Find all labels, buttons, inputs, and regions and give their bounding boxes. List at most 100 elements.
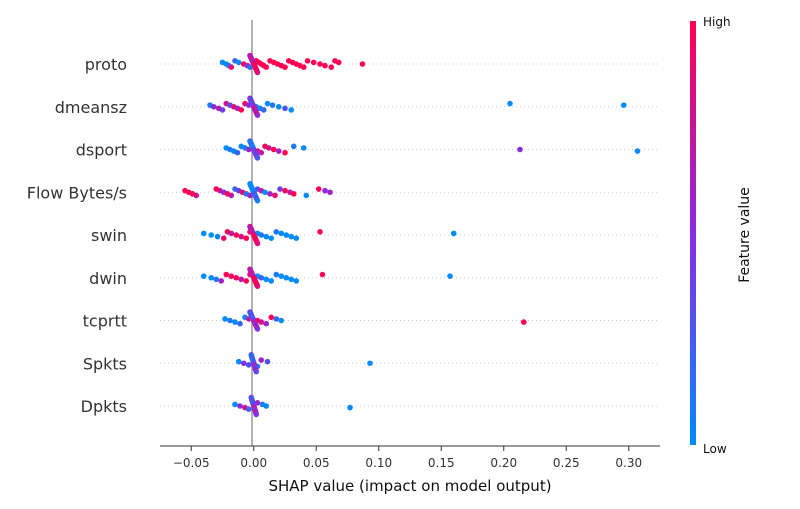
shap-point <box>232 319 238 325</box>
shap-point <box>278 273 285 279</box>
shap-point <box>322 62 328 69</box>
shap-point <box>228 64 235 70</box>
feature-label: Flow Bytes/s <box>27 183 127 202</box>
colorbar <box>690 21 696 445</box>
shap-point <box>240 360 247 367</box>
feature-label: tcprtt <box>83 312 127 331</box>
feature-label: dsport <box>76 141 127 160</box>
shap-point-dense <box>254 155 261 161</box>
shap-point-dense <box>254 240 261 247</box>
shap-point <box>315 186 322 192</box>
shap-point <box>288 107 295 113</box>
colorbar-low-label: Low <box>703 442 727 456</box>
shap-point <box>264 358 271 365</box>
shap-point-dense <box>254 197 261 204</box>
shap-point-dense <box>253 411 260 418</box>
shap-point <box>300 145 307 151</box>
shap-point <box>210 103 217 110</box>
shap-point <box>213 276 220 283</box>
shap-point <box>520 319 527 325</box>
shap-point <box>317 229 323 235</box>
shap-point <box>322 187 328 194</box>
x-tick-label: 0.30 <box>615 456 642 470</box>
shap-point <box>235 358 242 365</box>
shap-point <box>347 404 353 411</box>
shap-point <box>283 232 290 238</box>
shap-point <box>367 360 373 367</box>
shap-point <box>222 316 228 322</box>
x-tick-label: 0.05 <box>303 456 330 470</box>
shap-point <box>263 320 270 327</box>
feature-label: Spkts <box>83 354 127 373</box>
shap-point <box>283 274 290 281</box>
shap-point <box>245 406 252 413</box>
shap-point <box>238 276 245 283</box>
shap-point <box>620 102 627 108</box>
shap-point <box>290 143 297 150</box>
shap-point <box>328 64 335 70</box>
shap-point-dense <box>253 368 260 375</box>
feature-label: swin <box>91 226 127 245</box>
shap-point <box>269 102 276 108</box>
shap-point <box>335 59 342 66</box>
shap-point <box>232 401 238 408</box>
shap-point-dense <box>254 69 261 76</box>
shap-point <box>238 233 245 240</box>
feature-labels: proto dmeansz dsport Flow Bytes/s swin dwin tc… <box>27 55 127 416</box>
shap-point <box>235 59 242 66</box>
x-axis-ticks: −0.05 0.00 0.05 0.10 0.15 0.20 0.25 0.30 <box>173 446 642 470</box>
shap-point <box>200 273 207 279</box>
shap-point <box>263 403 270 409</box>
shap-point <box>327 189 333 196</box>
shap-point <box>268 314 275 321</box>
shap-point <box>233 232 240 238</box>
shap-point <box>243 235 250 241</box>
shap-point <box>214 233 221 240</box>
x-tick-label: 0.00 <box>240 456 267 470</box>
shap-point <box>262 189 268 196</box>
shap-point <box>359 61 366 67</box>
shap-point <box>450 230 457 237</box>
shap-point <box>310 59 317 66</box>
x-tick-label: −0.05 <box>173 456 210 470</box>
shap-point <box>243 278 250 284</box>
shap-point <box>275 148 282 154</box>
shap-point <box>237 403 243 409</box>
shap-point <box>275 103 282 110</box>
shap-point <box>263 276 270 283</box>
shap-point <box>228 273 235 279</box>
shap-point <box>282 64 288 70</box>
shap-point <box>273 316 280 322</box>
feature-label: Dpkts <box>81 397 127 416</box>
shap-point <box>237 320 243 327</box>
shap-point <box>282 187 288 194</box>
shap-point <box>288 276 295 283</box>
shap-point <box>282 105 288 112</box>
feature-label: dwin <box>89 269 127 288</box>
shap-point <box>263 64 270 70</box>
shap-point <box>193 192 200 199</box>
shap-point <box>277 186 283 192</box>
shap-point <box>219 107 226 113</box>
shap-point <box>319 271 326 278</box>
shap-point <box>300 64 307 70</box>
shap-point-dense <box>254 112 261 118</box>
shap-point <box>258 319 265 325</box>
feature-label: dmeansz <box>55 98 127 117</box>
shap-point <box>507 100 513 107</box>
shap-point <box>293 278 300 284</box>
shap-point <box>227 317 233 324</box>
shap-point <box>517 146 523 153</box>
shap-point <box>268 278 275 284</box>
shap-point <box>208 274 215 281</box>
x-tick-label: 0.20 <box>490 456 517 470</box>
feature-label: proto <box>85 55 127 74</box>
x-tick-label: 0.10 <box>365 456 392 470</box>
shap-point <box>290 191 297 197</box>
shap-point <box>247 64 253 70</box>
shap-point <box>245 362 252 368</box>
shap-point <box>273 271 280 278</box>
x-axis-title: SHAP value (impact on model output) <box>268 477 551 495</box>
shap-point <box>288 233 295 240</box>
shap-point <box>258 274 265 281</box>
